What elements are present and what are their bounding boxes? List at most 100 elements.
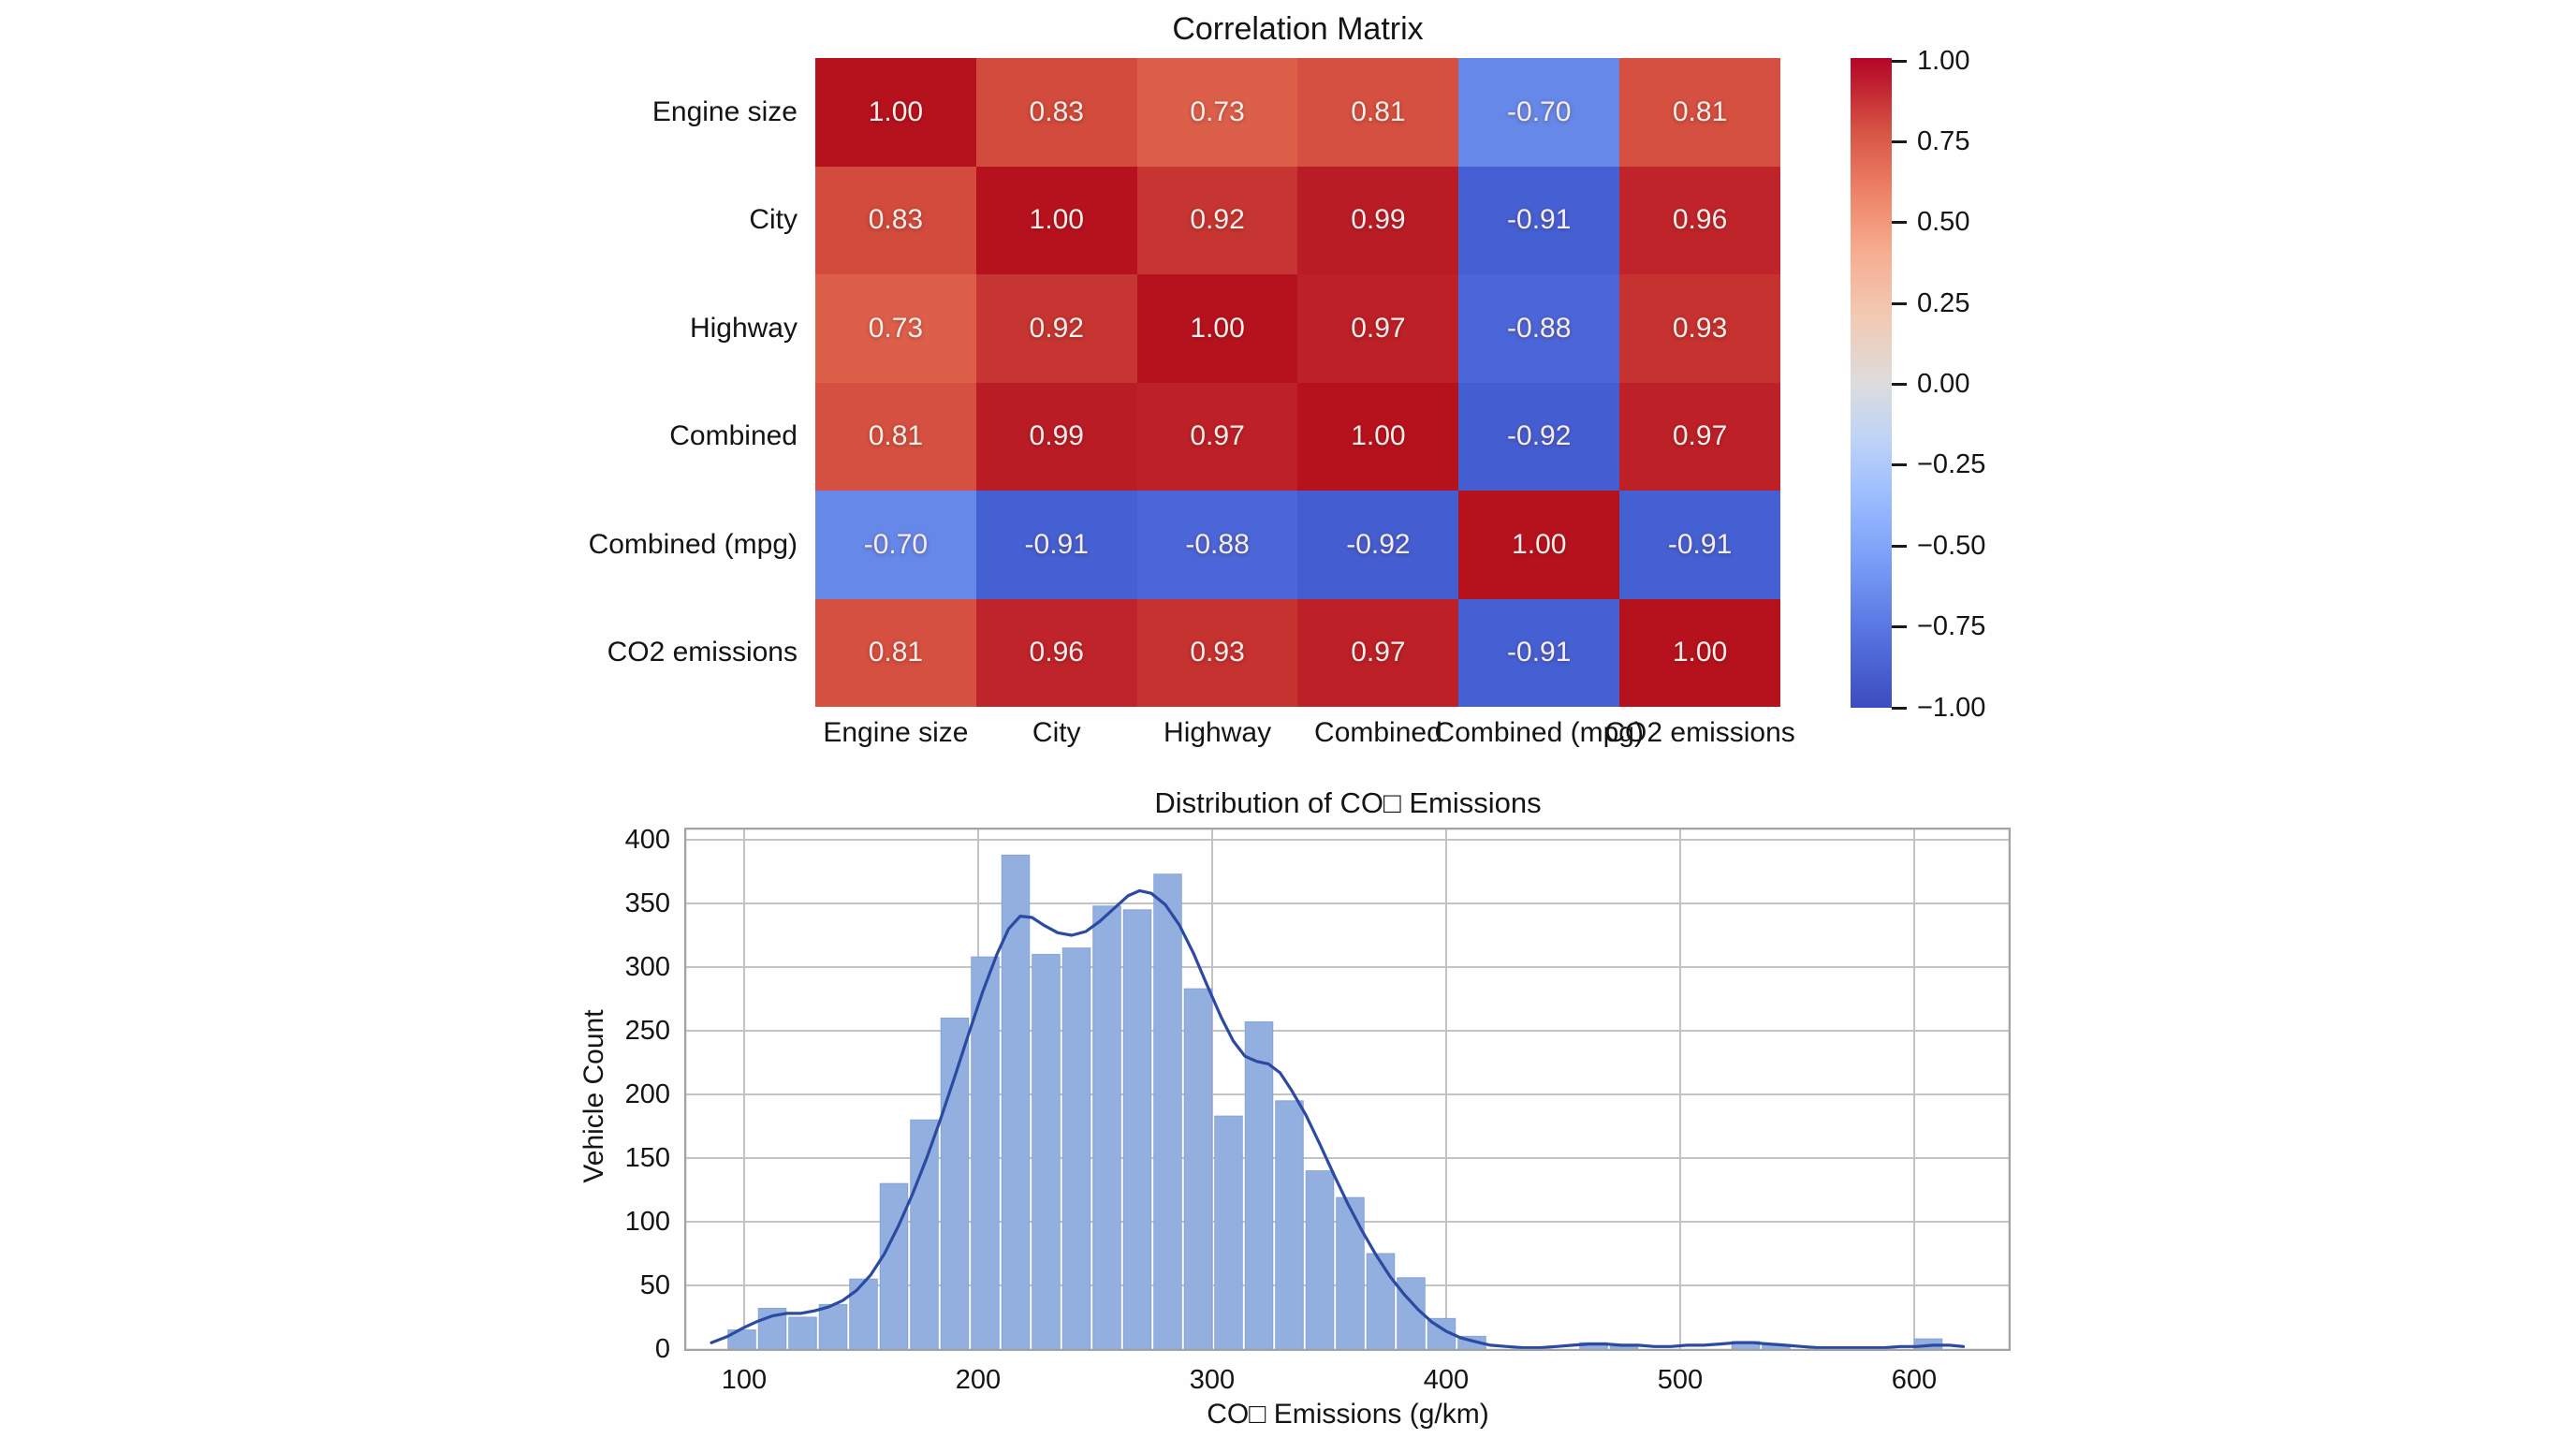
colorbar-tickmark-2: [1892, 221, 1907, 225]
heatmap-cell-5-3: 0.97: [1297, 598, 1459, 707]
heatmap-cell-5-4: -0.91: [1458, 598, 1620, 707]
heatmap-title: Correlation Matrix: [1172, 11, 1424, 47]
colorbar: [1851, 58, 1892, 708]
heatmap-cell-2-2: 1.00: [1136, 274, 1298, 383]
heatmap-row-label-3: Combined: [669, 420, 798, 452]
colorbar-tickmark-5: [1892, 463, 1907, 467]
histogram-bar-359: [1336, 1196, 1365, 1350]
heatmap-cell-4-5: -0.91: [1619, 491, 1780, 599]
colorbar-tickmark-3: [1892, 301, 1907, 305]
heatmap-cell-3-2: 0.97: [1136, 382, 1298, 491]
y-ticklabel-150: 150: [624, 1142, 670, 1173]
heatmap-row-label-0: Engine size: [651, 95, 798, 127]
histogram-bar-203: [971, 956, 1000, 1350]
x-ticklabel-400: 400: [1423, 1365, 1470, 1395]
histogram-bar-216: [1001, 854, 1031, 1350]
heatmap-cell-0-4: -0.70: [1458, 58, 1620, 167]
x-ticklabel-300: 300: [1189, 1365, 1236, 1395]
heatmap-cell-5-1: 0.96: [975, 598, 1137, 707]
heatmap-col-label-3: Combined: [1314, 717, 1442, 748]
heatmap-cell-3-5: 0.97: [1619, 382, 1780, 491]
heatmap-cell-1-2: 0.92: [1136, 166, 1298, 274]
heatmap-col-label-0: Engine size: [823, 717, 969, 748]
heatmap-cell-2-4: -0.88: [1458, 274, 1620, 383]
y-ticklabel-250: 250: [624, 1015, 670, 1046]
histogram-plot: [684, 828, 2011, 1351]
heatmap-cell-2-5: 0.93: [1619, 274, 1780, 383]
heatmap-cell-0-1: 0.83: [975, 58, 1137, 167]
colorbar-ticklabel-1: 0.75: [1917, 125, 1970, 156]
y-ticklabel-350: 350: [624, 888, 670, 918]
heatmap-cell-1-4: -0.91: [1458, 166, 1620, 274]
colorbar-tickmark-6: [1892, 544, 1907, 548]
heatmap-col-label-1: City: [1032, 717, 1081, 748]
y-ticklabel-300: 300: [624, 951, 670, 982]
heatmap-row-label-2: Highway: [689, 312, 798, 344]
colorbar-ticklabel-8: −1.00: [1917, 692, 1986, 723]
colorbar-ticklabel-6: −0.50: [1917, 530, 1986, 561]
histogram-bar-320: [1244, 1021, 1274, 1350]
heatmap-cell-2-3: 0.97: [1297, 274, 1459, 383]
heatmap-cell-4-3: -0.92: [1297, 491, 1459, 599]
colorbar-ticklabel-2: 0.50: [1917, 207, 1970, 238]
heatmap-cell-5-0: 0.81: [815, 598, 976, 707]
colorbar-tickmark-4: [1892, 383, 1907, 386]
histogram-bar-333: [1275, 1100, 1304, 1350]
heatmap-cell-4-2: -0.88: [1136, 491, 1298, 599]
heatmap-cell-0-0: 1.00: [815, 58, 976, 167]
histogram-bar-476: [1609, 1345, 1639, 1350]
heatmap-row-label-4: Combined (mpg): [588, 528, 798, 560]
y-ticklabel-50: 50: [639, 1269, 670, 1300]
histogram-bar-307: [1214, 1115, 1243, 1350]
colorbar-tickmark-8: [1892, 706, 1907, 710]
histogram-bar-242: [1061, 947, 1091, 1350]
heatmap-cell-0-2: 0.73: [1136, 58, 1298, 167]
histogram-bar-151: [849, 1278, 878, 1350]
heatmap-col-label-2: Highway: [1164, 717, 1272, 748]
heatmap-cell-4-1: -0.91: [975, 491, 1137, 599]
heatmap-cell-5-5: 1.00: [1619, 598, 1780, 707]
colorbar-tickmark-1: [1892, 139, 1907, 143]
y-ticklabel-100: 100: [624, 1206, 670, 1237]
histogram-bar-255: [1092, 905, 1121, 1350]
histogram-bar-190: [940, 1017, 970, 1350]
heatmap-cell-3-4: -0.92: [1458, 382, 1620, 491]
x-ticklabel-500: 500: [1657, 1365, 1704, 1395]
heatmap-cell-4-0: -0.70: [815, 491, 976, 599]
histogram-bar-372: [1366, 1253, 1396, 1350]
colorbar-ticklabel-5: −0.25: [1917, 449, 1986, 480]
x-ticklabel-100: 100: [721, 1365, 768, 1395]
colorbar-ticklabel-0: 1.00: [1917, 45, 1970, 76]
histogram-x-axis-label: CO□ Emissions (g/km): [1207, 1399, 1489, 1430]
heatmap-cell-3-1: 0.99: [975, 382, 1137, 491]
heatmap-cell-4-4: 1.00: [1458, 491, 1620, 599]
heatmap-cell-2-1: 0.92: [975, 274, 1137, 383]
heatmap-cell-0-5: 0.81: [1619, 58, 1780, 167]
colorbar-tickmark-0: [1892, 59, 1907, 63]
heatmap-cell-0-3: 0.81: [1297, 58, 1459, 167]
histogram-bar-125: [788, 1316, 817, 1350]
heatmap-cell-1-1: 1.00: [975, 166, 1137, 274]
heatmap-col-label-5: CO2 emissions: [1604, 717, 1795, 748]
histogram-bar-177: [910, 1119, 939, 1350]
heatmap-row-label-5: CO2 emissions: [607, 637, 798, 668]
y-ticklabel-200: 200: [624, 1078, 670, 1109]
heatmap-col-label-4: Combined (mpg): [1434, 717, 1644, 748]
colorbar-ticklabel-7: −0.75: [1917, 611, 1986, 642]
colorbar-ticklabel-4: 0.00: [1917, 369, 1970, 399]
heatmap-cell-1-0: 0.83: [815, 166, 976, 274]
heatmap-cell-5-2: 0.93: [1136, 598, 1298, 707]
colorbar-ticklabel-3: 0.25: [1917, 287, 1970, 318]
heatmap-row-label-1: City: [749, 204, 798, 236]
histogram-bar-164: [879, 1182, 909, 1350]
y-ticklabel-400: 400: [624, 824, 670, 855]
correlation-heatmap: 1.00 0.83 0.73 0.81 -0.70 0.81 0.83 1.00 0.92 0.9…: [815, 58, 1780, 707]
histogram-bar-346: [1305, 1170, 1335, 1350]
histogram-bar-268: [1122, 909, 1152, 1350]
x-ticklabel-600: 600: [1891, 1365, 1938, 1395]
x-ticklabel-200: 200: [955, 1365, 1002, 1395]
histogram-title: Distribution of CO□ Emissions: [1154, 786, 1542, 819]
histogram-bar-229: [1032, 953, 1061, 1350]
heatmap-cell-2-0: 0.73: [815, 274, 976, 383]
